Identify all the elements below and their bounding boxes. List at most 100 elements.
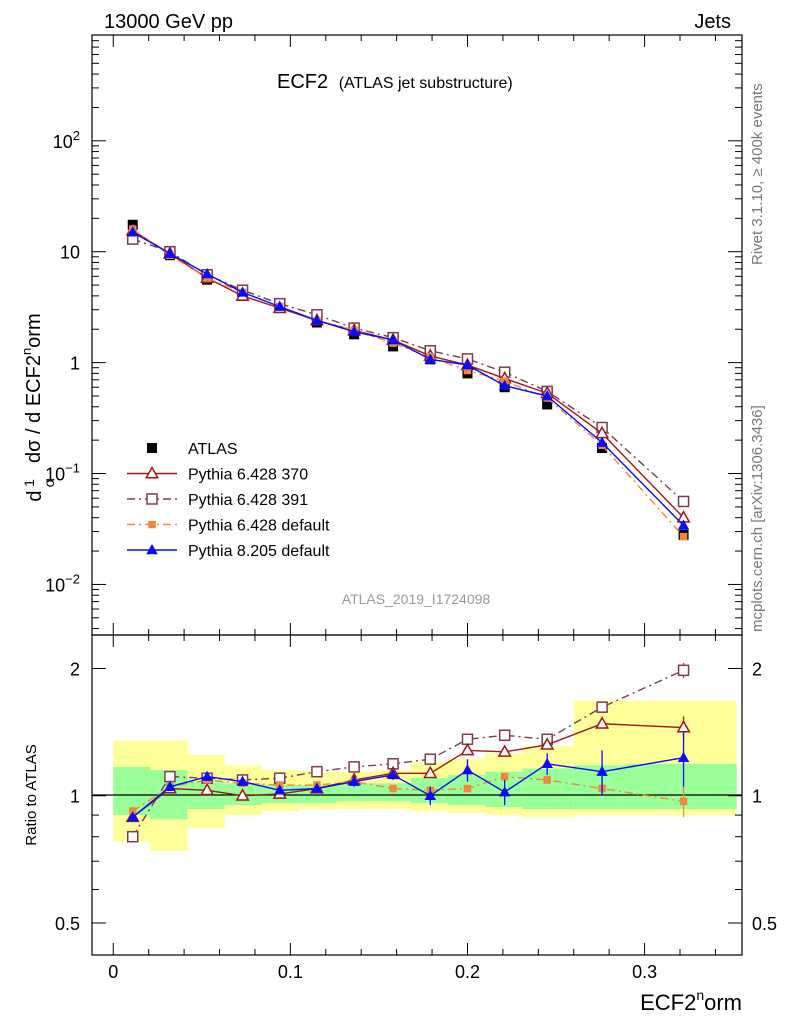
legend-label: Pythia 6.428 default (188, 518, 330, 535)
ratio-point (676, 719, 691, 733)
ratio-point (498, 729, 511, 742)
legend-marker (147, 443, 157, 453)
xlabel-suffix: orm (704, 990, 742, 1015)
ratio-plot-frame (91, 634, 743, 956)
legend-entry: Pythia 6.428 370 (127, 465, 308, 484)
header-left: 13000 GeV pp (104, 11, 233, 33)
ratio-point (348, 775, 360, 786)
main-point (236, 286, 249, 297)
xlabel-sup: n (696, 987, 704, 1003)
ratio-y-tick-label-left: 0.5 (55, 914, 80, 934)
ratio-series-line (132, 775, 684, 812)
ratio-y-axis-label: Ratio to ATLAS (23, 744, 40, 845)
ratio-point (128, 807, 137, 815)
main-y-tick-label: 10 (60, 243, 80, 263)
legend-label: Pythia 6.428 391 (188, 492, 308, 509)
main-point (273, 300, 286, 311)
x-tick-label: 0 (108, 962, 118, 982)
main-series-line (132, 238, 685, 502)
main-point (677, 519, 690, 530)
main-point (542, 399, 553, 410)
ratio-point (679, 797, 688, 806)
ratio-point (201, 770, 213, 781)
legend-entry: Pythia 6.428 391 (127, 492, 308, 509)
main-series-4 (126, 226, 690, 530)
ratio-point (424, 789, 437, 800)
x-tick-label: 0.3 (632, 962, 657, 982)
ratio-point (424, 753, 437, 765)
ylabel-prefix: dσ / d ECF2 (23, 355, 45, 463)
ratio-y-tick-label-left: 1 (70, 787, 80, 807)
ratio-point (497, 744, 512, 757)
main-y-axis-label: 1 d σ dσ / d ECF2norm (19, 313, 57, 501)
ratio-y-tick-label-right: 0.5 (752, 914, 777, 934)
legend-marker (144, 465, 160, 479)
ratio-point (595, 716, 610, 729)
plot-title: ECF2 (ATLAS jet substructure) (277, 71, 513, 93)
ratio-y-tick-label-right: 1 (752, 787, 762, 807)
main-series-line (132, 231, 685, 526)
ratio-point (461, 764, 474, 775)
main-point (387, 333, 399, 345)
ratio-point (460, 742, 475, 756)
plot-title-main: ECF2 (277, 71, 328, 93)
ylabel-sup: n (19, 348, 34, 355)
x-tick-label: 0.1 (278, 962, 303, 982)
ratio-point (596, 701, 608, 713)
main-point (541, 390, 553, 401)
main-point (201, 267, 213, 279)
side-label-bottom: mcplots.cern.ch [arXiv:1306.3436] (749, 405, 766, 632)
ratio-series-line (132, 723, 684, 818)
ratio-point (236, 775, 249, 786)
ylabel-one: 1 (21, 479, 37, 487)
ratio-point (543, 776, 551, 784)
ratio-point (235, 788, 250, 801)
main-point (126, 226, 139, 237)
ratio-point (500, 772, 509, 781)
ratio-point (461, 733, 474, 746)
main-point (463, 366, 472, 375)
main-point (461, 359, 474, 370)
main-point (596, 436, 608, 447)
plot-title-sub: (ATLAS jet substructure) (339, 75, 513, 92)
ylabel-suffix: orm (23, 313, 45, 347)
ratio-series-4 (126, 732, 690, 822)
main-y-tick-label: 10−1 (45, 461, 80, 485)
ratio-band-inner (336, 783, 374, 802)
ratio-point (540, 737, 555, 750)
ratio-point (164, 780, 176, 792)
ratio-point (387, 768, 399, 780)
ratio-point (677, 751, 690, 762)
ratio-series-2 (126, 663, 690, 843)
legend-marker (146, 544, 158, 555)
ratio-point (389, 784, 397, 793)
ylabel-d1: d (24, 490, 46, 501)
ratio-point (596, 765, 608, 776)
ratio-point (164, 770, 176, 783)
ratio-series-line (132, 669, 684, 838)
analysis-id: ATLAS_2019_I1724098 (342, 591, 491, 607)
ratio-point (541, 757, 553, 769)
ratio-point (677, 664, 690, 677)
legend-entry: Pythia 6.428 default (127, 518, 330, 535)
legend-entry: Pythia 8.205 default (127, 543, 330, 560)
legend-label: Pythia 8.205 default (188, 543, 330, 560)
xlabel-main: ECF2 (640, 990, 696, 1015)
main-y-tick-label: 102 (53, 128, 80, 152)
legend-entry: ATLAS (147, 441, 238, 458)
side-label-top: Rivet 3.1.10, ≥ 400k events (749, 83, 766, 265)
ratio-point (423, 765, 438, 779)
ratio-series-line (132, 757, 684, 818)
ylabel-main: dσ / d ECF2norm (19, 313, 45, 463)
ratio-point (348, 761, 360, 773)
x-axis-label: ECF2norm (640, 987, 742, 1015)
legend-label: Pythia 6.428 370 (188, 467, 308, 484)
ratio-point (498, 786, 511, 797)
legend-marker (148, 520, 156, 529)
main-y-tick-label: 1 (70, 354, 80, 374)
main-point (677, 495, 690, 508)
header-right: Jets (694, 11, 731, 33)
main-point (348, 325, 360, 336)
main-y-tick-label: 10−2 (45, 571, 80, 595)
